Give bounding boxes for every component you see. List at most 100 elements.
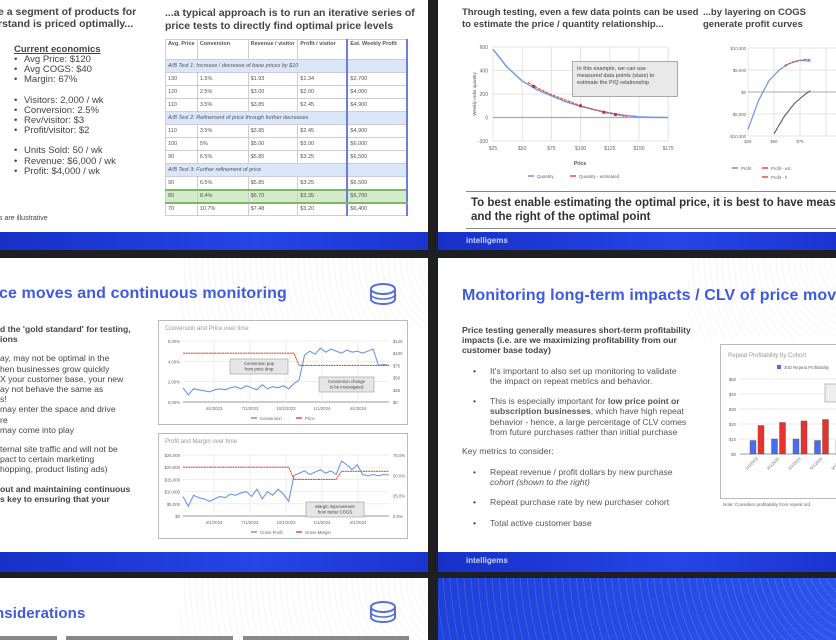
- x-tick-label: $50: [518, 146, 527, 152]
- slide-title: nsiderations: [0, 605, 86, 622]
- text-line: re: [0, 414, 8, 425]
- column-header: Profit / visitor: [297, 39, 348, 60]
- data-point-star: [613, 112, 618, 117]
- text-line: ay not behave the same as: [0, 384, 104, 395]
- table-row: 100 5% $5.00 $3.00 $6,000: [165, 137, 408, 151]
- economics-item: • Visitors: 2,000 / wk: [14, 94, 104, 106]
- chart-callout: In this example, we can use measured data…: [572, 61, 678, 97]
- economics-item: • Profit: $4,000 / wk: [14, 165, 101, 177]
- text-line: may come into play: [0, 424, 75, 435]
- table-row: 110 3.5% $3.85 $2.45 $4,900: [165, 124, 408, 138]
- column-header: Est. Weekly Profit: [346, 39, 408, 60]
- stack-logo-icon: [370, 283, 396, 306]
- y-tick-label-left: $20,000: [164, 465, 180, 470]
- y-tick-label-left: $15,000: [164, 477, 180, 482]
- series-line-0: [182, 460, 390, 508]
- text-line: may enter the space and drive: [0, 404, 116, 415]
- column-header: Avg. Price: [165, 39, 198, 60]
- brand-logo: intelligems: [466, 556, 508, 565]
- data-point-star: [578, 104, 583, 108]
- y-tick-label: $20: [729, 422, 737, 427]
- y-axis-label: Weekly order quantity: [472, 72, 477, 116]
- slide-considerations[interactable]: nsiderations: [0, 578, 428, 640]
- x-axis-label: Price: [574, 161, 586, 167]
- content-box-edge: [243, 636, 409, 640]
- x-tick-label: $50: [770, 139, 778, 144]
- slide-blue-cover[interactable]: [438, 578, 836, 640]
- x-tick-label: 3/1/2023: [787, 456, 802, 471]
- content-box-edge: [0, 636, 57, 640]
- x-tick-label: $75: [547, 146, 556, 152]
- slide-price-quantity[interactable]: Through testing, even a few data points …: [438, 0, 836, 250]
- chart-title: Profit and Margin over time: [165, 439, 238, 445]
- legend-label: Quantity - estimated: [579, 174, 620, 179]
- x-tick-label: 5/1/2023: [830, 456, 836, 471]
- chart-title: Conversion and Price over time: [165, 326, 249, 332]
- slide-monitoring[interactable]: ce moves and continuous monitoring d the…: [0, 258, 428, 572]
- y-tick-label: $50: [729, 377, 737, 382]
- y-tick-label: 600: [480, 45, 489, 51]
- legend-label: Price: [305, 416, 315, 421]
- slide-title: Through testing, even a few data points …: [462, 7, 699, 30]
- profit-chart-box: Profit and Margin over time $25,000 $20,0…: [158, 433, 408, 539]
- footnote: s are illustrative: [0, 215, 48, 222]
- text-line: X your customer base, your new: [0, 373, 124, 384]
- table-row: 130 1.5% $1.93 $1.34 $2,700: [165, 72, 408, 86]
- economics-item: • Profit/visitor: $2: [14, 125, 90, 137]
- x-tick-label: $75: [796, 139, 804, 144]
- y-tick-label: -200: [478, 139, 488, 145]
- legend-label: Profit: [741, 166, 752, 171]
- slide-clv[interactable]: Monitoring long-term impacts / CLV of pr…: [438, 258, 836, 572]
- slide-footer: [0, 232, 428, 250]
- economics-heading: Current economics: [14, 44, 101, 55]
- series-line-1: [183, 352, 389, 366]
- conversion-chart-box: Conversion and Price over time 6.00% 4.00…: [158, 320, 408, 425]
- y-tick-label-left: 4.00%: [168, 359, 180, 364]
- slide-pricing-table[interactable]: e a segment of products for rstand is pri…: [0, 0, 428, 250]
- y-tick-label-left: $0: [175, 514, 180, 519]
- annotation-text: to be investigated: [330, 385, 364, 390]
- y-tick-label: $0: [731, 452, 736, 457]
- x-tick-label: 4/1/2023: [809, 456, 824, 471]
- bar: [822, 419, 829, 455]
- slide-footer: intelligems: [438, 552, 836, 572]
- series-line-1: [784, 58, 811, 67]
- text-line: ay, may not be optimal in the: [0, 353, 110, 364]
- bullet-icon: •: [473, 366, 477, 376]
- slide-footer: [0, 552, 428, 572]
- x-tick-label: 4/1/2024: [350, 406, 367, 411]
- divider: [466, 228, 836, 229]
- content-box-edge: [66, 636, 233, 640]
- economics-list: • Avg Price: $120 • Avg COGS: $40 • Margin: 6…: [14, 54, 116, 187]
- price-test-table: Avg. Price Conversion Revenue / visitor Pro…: [165, 39, 408, 216]
- y-tick-label-left: $5,000: [167, 502, 181, 507]
- bullet-text: Repeat revenue / profit dollars by new p…: [490, 467, 673, 488]
- y-tick-label-right: $75: [393, 363, 401, 368]
- key-metrics-heading: Key metrics to consider:: [462, 446, 554, 456]
- bullet-icon: •: [473, 396, 477, 406]
- table-row: 70 10.7% $7.48 $3.20 $6,400: [165, 202, 408, 216]
- brand-logo: intelligems: [466, 236, 508, 245]
- slide-footer: intelligems: [438, 232, 836, 250]
- slide-title: Monitoring long-term impacts / CLV of pr…: [462, 287, 836, 304]
- y-tick-label: -$5,000: [731, 112, 746, 117]
- x-tick-label: 1/1/2024: [314, 406, 331, 411]
- table-row: 90 6.5% $5.85 $3.25 $6,500: [165, 176, 408, 190]
- y-tick-label: -$10,000: [729, 134, 747, 139]
- x-tick-label: $150: [633, 146, 644, 152]
- annotation-text: Conversion pop: [244, 361, 275, 366]
- y-tick-label-right: 75.0%: [393, 453, 405, 458]
- x-tick-label: $100: [575, 146, 586, 152]
- annotation-box: [229, 358, 289, 375]
- text-line: pact to certain marketing: [0, 454, 95, 465]
- text-line: s!: [0, 394, 7, 405]
- y-tick-label-right: 50.0%: [393, 473, 405, 478]
- y-tick-label: $30: [729, 407, 737, 412]
- series-line-0: [747, 59, 811, 130]
- text-line: s key to ensuring that your: [0, 493, 110, 504]
- profit-curve-chart: $10,000$5,000$0-$5,000-$10,000$25$50$75W…: [729, 46, 836, 180]
- y-tick-label: $10,000: [730, 46, 746, 51]
- y-tick-label-left: 6.00%: [168, 339, 180, 344]
- y-tick-label: 400: [480, 69, 489, 75]
- bullet-text: It's important to also set up monitoring…: [490, 366, 677, 387]
